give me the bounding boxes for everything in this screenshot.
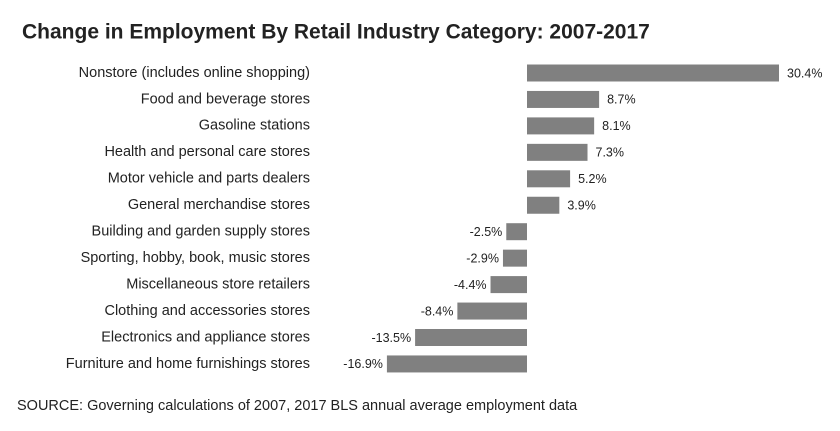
bar xyxy=(527,143,588,161)
value-label: -8.4% xyxy=(421,304,454,318)
bar xyxy=(386,355,527,373)
category-label: Furniture and home furnishings stores xyxy=(66,356,310,372)
bar xyxy=(527,196,560,214)
value-label: 30.4% xyxy=(787,66,822,80)
value-label: -4.4% xyxy=(454,278,487,292)
value-label: 8.7% xyxy=(607,93,636,107)
value-label: -13.5% xyxy=(371,331,411,345)
category-label: Motor vehicle and parts dealers xyxy=(108,171,310,187)
category-label: Miscellaneous store retailers xyxy=(126,276,310,292)
category-label: Electronics and appliance stores xyxy=(101,329,310,345)
bar xyxy=(490,276,527,294)
bar xyxy=(502,249,527,267)
bar xyxy=(415,329,527,346)
value-label: -2.9% xyxy=(466,251,499,265)
value-label: 7.3% xyxy=(596,146,625,160)
category-label: Building and garden supply stores xyxy=(92,224,310,240)
value-label: 5.2% xyxy=(578,172,607,186)
category-label: Nonstore (includes online shopping) xyxy=(79,65,310,81)
bar xyxy=(527,117,595,135)
category-label: Gasoline stations xyxy=(199,118,310,134)
bar xyxy=(527,90,600,108)
chart-title: Change in Employment By Retail Industry … xyxy=(22,21,650,44)
bar xyxy=(457,302,527,320)
value-label: 8.1% xyxy=(602,119,631,133)
value-label: -2.5% xyxy=(470,225,503,239)
value-label: -16.9% xyxy=(343,357,383,371)
category-label: General merchandise stores xyxy=(128,197,310,213)
bar xyxy=(506,223,527,241)
category-label: Food and beverage stores xyxy=(141,91,310,107)
bar xyxy=(527,64,779,82)
category-label: Health and personal care stores xyxy=(104,144,310,160)
category-label: Sporting, hobby, book, music stores xyxy=(81,250,310,266)
source-note: SOURCE: Governing calculations of 2007, … xyxy=(17,398,578,414)
bar xyxy=(527,170,571,188)
value-label: 3.9% xyxy=(567,199,596,213)
category-label: Clothing and accessories stores xyxy=(104,303,310,319)
